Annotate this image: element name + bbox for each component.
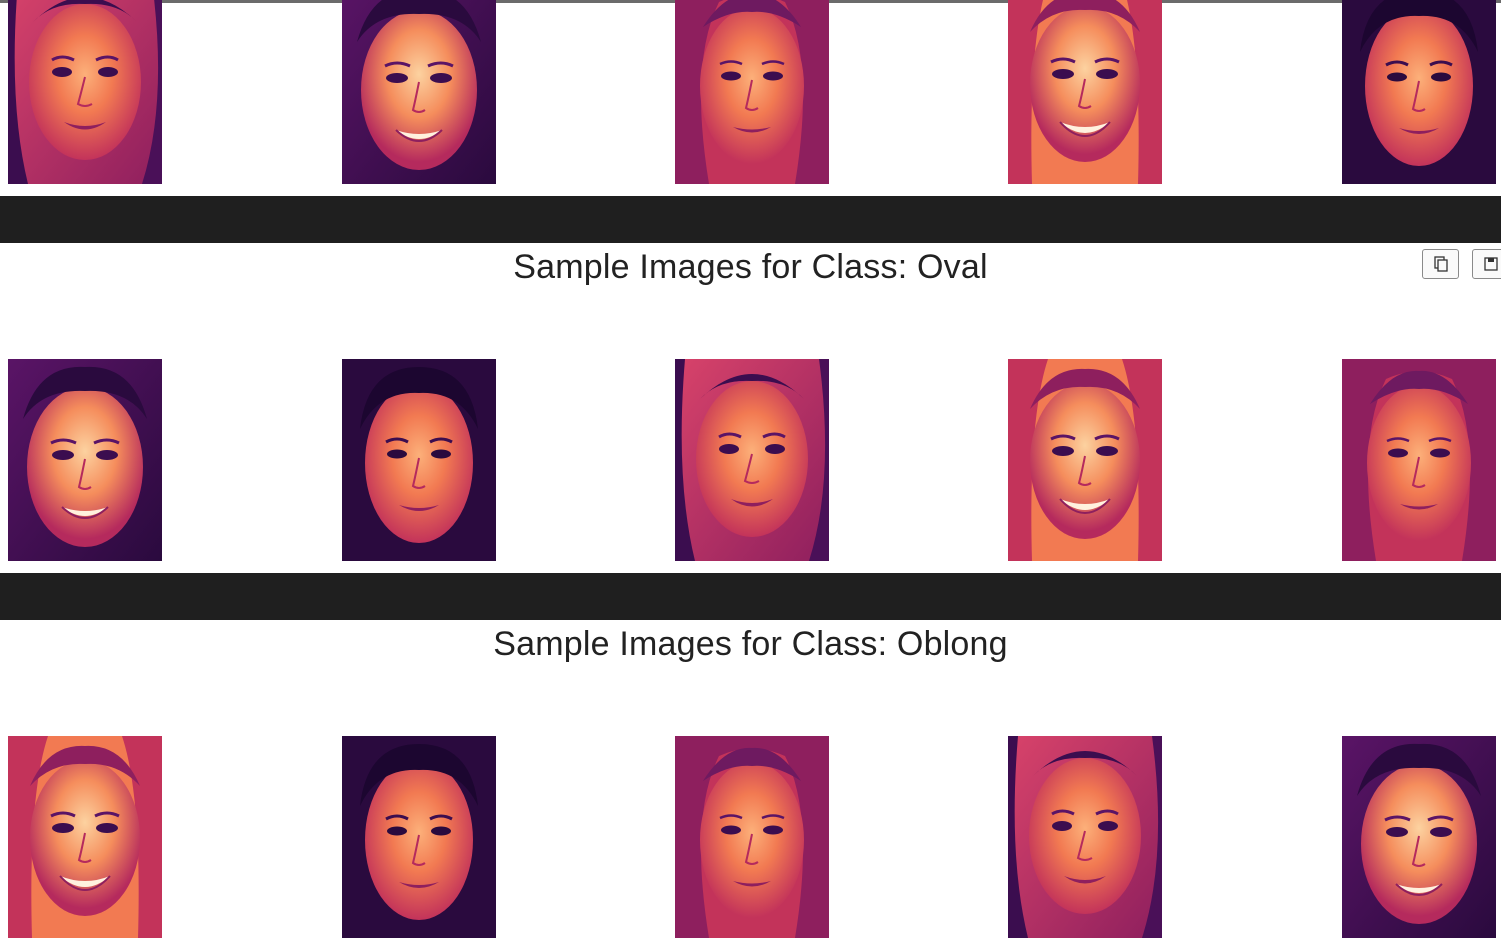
sample-face-image [1008, 736, 1162, 938]
sample-face-image [1008, 0, 1162, 184]
save-button[interactable] [1472, 249, 1501, 279]
sample-face-image [675, 0, 829, 184]
image-grid-row-previous [0, 0, 1501, 196]
sample-face-image [8, 736, 162, 938]
class-oblong-section: Sample Images for Class: Oblong [0, 620, 1501, 938]
sample-face-image [675, 736, 829, 938]
class-oval-section: Sample Images for Class: Oval [0, 243, 1501, 573]
output-separator [0, 196, 1501, 243]
sample-face-image [342, 0, 496, 184]
save-icon [1483, 257, 1498, 271]
copy-button[interactable] [1422, 249, 1459, 279]
sample-face-image [1342, 736, 1496, 938]
section-title: Sample Images for Class: Oval [513, 248, 988, 286]
sample-face-image [1342, 359, 1496, 561]
output-separator [0, 573, 1501, 620]
sample-face-image [342, 736, 496, 938]
sample-face-image [675, 359, 829, 561]
section-title: Sample Images for Class: Oblong [493, 625, 1008, 663]
sample-face-image [342, 359, 496, 561]
sample-face-image [1342, 0, 1496, 184]
sample-face-image [8, 0, 162, 184]
sample-face-image [8, 359, 162, 561]
sample-face-image [1008, 359, 1162, 561]
copy-icon [1433, 256, 1448, 272]
